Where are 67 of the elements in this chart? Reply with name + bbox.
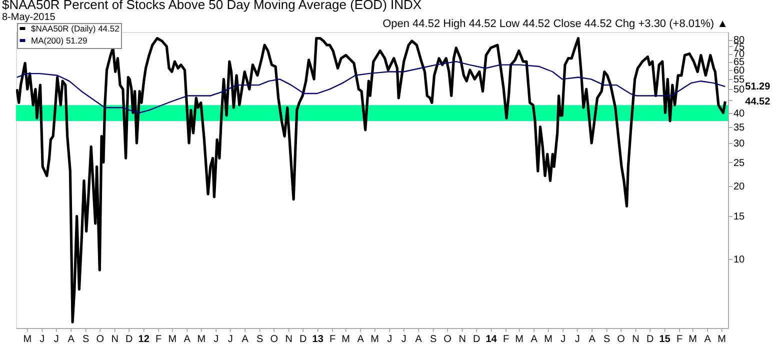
chart-subtitle: 8-May-2015 <box>2 12 56 23</box>
y-tick-label: 25 <box>734 158 746 169</box>
line-series <box>16 60 726 114</box>
x-tick-label: J <box>228 334 233 345</box>
x-tick-label: A <box>588 334 596 345</box>
x-tick-label: S <box>82 334 90 345</box>
x-tick-label: J <box>560 334 566 345</box>
text: Open 44.52 High 44.52 Low 44.52 Close 44.52 Chg +3.30 (+8.01%) ▲ <box>382 18 728 30</box>
x-tick-label: D <box>126 334 133 345</box>
x-tick-label: J <box>214 334 219 345</box>
y-tick-label: 60 <box>734 65 746 76</box>
line-series <box>16 37 726 324</box>
x-tick-label: A <box>530 334 538 345</box>
x-tick-label: J <box>401 334 406 345</box>
x-tick-label: M <box>688 334 697 345</box>
x-tick-label: A <box>184 334 191 345</box>
x-tick-label: N <box>111 334 118 345</box>
x-tick-label: O <box>617 334 626 345</box>
legend-label: $NAA50R (Daily) 44.52 <box>31 24 120 34</box>
x-tick-label: J <box>54 334 59 345</box>
x-tick-label: M <box>168 334 177 345</box>
y-tick-label: 50 <box>734 84 746 96</box>
x-tick-label: D <box>472 334 480 345</box>
x-tick-label: M <box>197 334 206 345</box>
x-tick-label: F <box>502 334 510 345</box>
x-tick-label: D <box>299 334 307 345</box>
x-tick-label: O <box>270 334 278 345</box>
x-tick-label: D <box>646 334 654 345</box>
x-tick-label: F <box>676 334 683 345</box>
x-tick-label: M <box>718 334 726 345</box>
annotation: 44.52 <box>745 96 771 108</box>
x-tick-label: J <box>574 334 580 345</box>
x-tick-label: O <box>444 334 452 345</box>
y-tick-label: 35 <box>734 122 746 134</box>
x-tick-label: N <box>632 334 640 345</box>
x-tick-label: A <box>357 334 364 345</box>
x-tick-label: A <box>704 334 712 345</box>
x-tick-label: M <box>370 334 380 345</box>
x-tick-label: J <box>387 334 392 345</box>
x-tick-label: N <box>285 334 292 345</box>
x-tick-label: M <box>342 334 350 345</box>
x-tick-label: 15 <box>659 334 671 345</box>
x-tick-label: M <box>515 334 524 345</box>
y-tick-label: 40 <box>734 108 746 120</box>
x-tick-label: N <box>458 334 466 345</box>
x-tick-label: 13 <box>312 334 324 345</box>
legend-label: MA(200) 51.29 <box>31 36 88 46</box>
x-tick-label: S <box>603 334 610 345</box>
x-tick-label: A <box>415 334 422 345</box>
y-tick-label: 20 <box>734 181 746 192</box>
x-tick-label: M <box>23 334 32 345</box>
x-tick-label: F <box>156 334 162 345</box>
y-tick-label: 15 <box>734 212 746 223</box>
x-tick-label: 14 <box>486 334 498 345</box>
x-tick-label: O <box>96 334 104 345</box>
x-tick-label: J <box>40 334 45 345</box>
x-tick-label: 12 <box>138 334 150 345</box>
x-tick-label: M <box>544 334 553 345</box>
annotation: 51.29 <box>745 82 771 93</box>
x-tick-label: S <box>430 334 437 345</box>
x-tick-label: F <box>329 334 336 345</box>
x-tick-label: S <box>256 334 264 345</box>
x-tick-label: A <box>242 334 249 345</box>
x-tick-label: A <box>68 334 75 345</box>
y-tick-label: 10 <box>734 254 746 266</box>
y-tick-label: 30 <box>734 138 746 150</box>
y-tick-label: 55 <box>734 74 746 86</box>
